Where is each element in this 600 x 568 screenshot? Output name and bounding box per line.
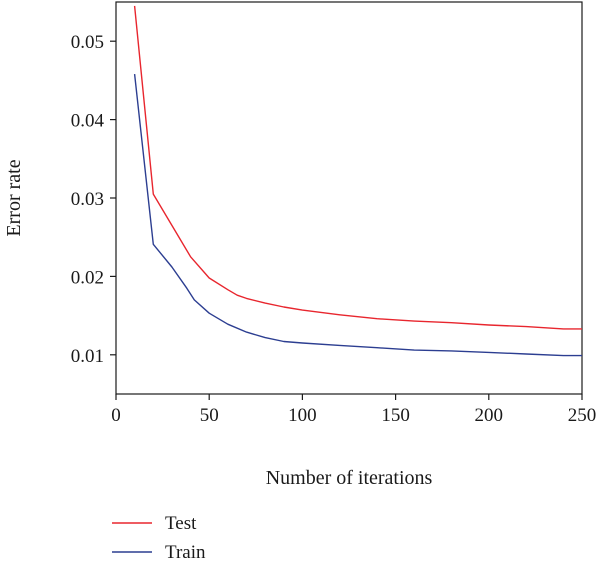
x-tick-label: 150: [381, 405, 410, 426]
legend: Test Train: [112, 513, 206, 563]
x-tick-label: 50: [200, 405, 219, 426]
series-line-train: [133, 74, 582, 357]
y-tick-label: 0.04: [71, 111, 105, 132]
y-tick-label: 0.01: [71, 346, 104, 367]
y-axis: 0.01 0.02 0.03 0.04 0.05: [71, 32, 116, 367]
series-line-test: [133, 5, 582, 330]
y-tick-label: 0.03: [71, 189, 104, 210]
legend-label-train: Train: [165, 542, 206, 563]
x-axis: 0 50 100 150 200 250: [111, 394, 596, 426]
y-tick-label: 0.05: [71, 32, 104, 53]
y-axis-title: Error rate: [3, 159, 25, 236]
series-lines: [133, 5, 582, 357]
x-axis-title: Number of iterations: [266, 467, 433, 489]
plot-frame: [115, 1, 583, 395]
legend-label-test: Test: [165, 513, 197, 534]
y-tick-label: 0.02: [71, 267, 104, 288]
x-tick-label: 200: [475, 405, 504, 426]
x-tick-label: 0: [111, 405, 121, 426]
x-tick-label: 250: [568, 405, 597, 426]
x-tick-label: 100: [288, 405, 317, 426]
